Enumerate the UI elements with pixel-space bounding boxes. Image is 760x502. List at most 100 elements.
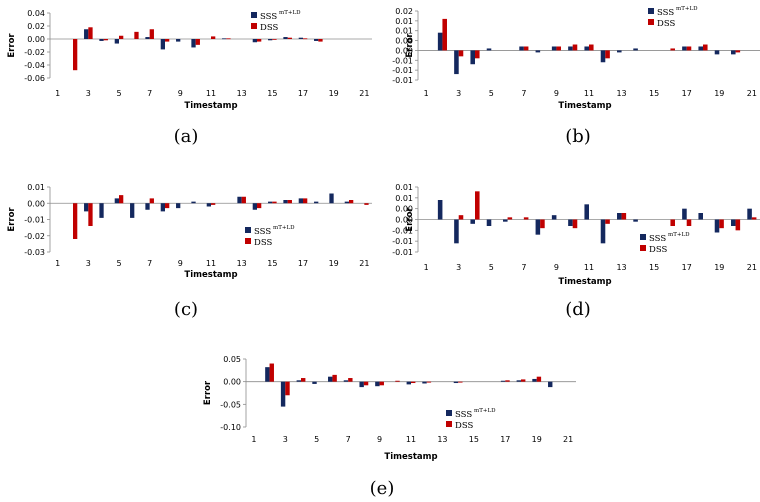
- chart-panel: 0.040.020.00-0.02-0.04-0.061 3 5 7 9 11 13 15 17…: [7, 9, 372, 147]
- x-tick-label: 17: [682, 89, 692, 98]
- bar-dss: [303, 198, 308, 204]
- chart-panel: 0.010.010.000.00-0.01-0.01-0.011 3 5 7 9 11 13…: [392, 183, 760, 320]
- bar-dss: [73, 203, 78, 239]
- bar-sss: [160, 39, 165, 50]
- bar-dss: [751, 217, 757, 220]
- bar-sss: [84, 29, 89, 39]
- bar-dss: [211, 36, 216, 39]
- x-tick-label: 5: [489, 263, 494, 272]
- x-tick-label: 19: [532, 435, 542, 444]
- bar-sss: [532, 378, 537, 382]
- bar-sss: [222, 38, 227, 40]
- x-tick-label: 11: [584, 263, 594, 272]
- x-tick-label: 9: [178, 259, 183, 268]
- y-tick-label: 0.00: [395, 37, 413, 46]
- y-tick-label: -0.01: [392, 66, 413, 75]
- legend-label-dss: DSS: [260, 23, 278, 33]
- bar-sss: [519, 46, 524, 51]
- bar-dss: [703, 44, 708, 51]
- bar-sss: [283, 37, 288, 39]
- x-tick-label: 5: [116, 89, 121, 98]
- y-tick-label: -0.01: [24, 216, 45, 225]
- bar-sss: [99, 39, 104, 41]
- bar-sss: [191, 39, 196, 48]
- legend-swatch-sss: [640, 234, 646, 240]
- x-tick-label: 15: [649, 89, 659, 98]
- y-tick-label: 0.00: [395, 216, 413, 225]
- bar-sss: [682, 46, 687, 51]
- bar-sss: [470, 50, 475, 65]
- bar-sss: [568, 219, 573, 226]
- bar-sss: [206, 203, 211, 207]
- x-tick-label: 21: [747, 89, 757, 98]
- bar-sss: [516, 380, 521, 382]
- bar-dss: [257, 203, 262, 209]
- bar-dss: [119, 195, 124, 204]
- x-tick-label: 3: [86, 259, 91, 268]
- bar-sss: [130, 203, 135, 218]
- x-tick-label: 1: [424, 89, 429, 98]
- y-axis-title: Error: [405, 33, 415, 58]
- bar-sss: [633, 48, 638, 51]
- legend-swatch-dss: [648, 19, 654, 25]
- x-tick-label: 21: [563, 435, 573, 444]
- legend-label-sss: SSS: [260, 12, 277, 22]
- x-tick-label: 11: [406, 435, 416, 444]
- bar-sss: [731, 219, 736, 226]
- x-tick-label: 7: [521, 89, 526, 98]
- y-tick-label: 0.01: [395, 27, 413, 36]
- bar-sss: [314, 39, 319, 41]
- bar-sss: [617, 213, 622, 220]
- x-axis-title: Timestamp: [184, 101, 237, 111]
- chart-panel: 0.010.00-0.01-0.02-0.031 3 5 7 9 11 13 15 17 19 21…: [7, 183, 372, 320]
- bar-dss: [301, 378, 306, 382]
- bar-dss: [287, 200, 292, 204]
- x-tick-label: 21: [359, 259, 369, 268]
- x-tick-label: 15: [267, 259, 277, 268]
- bar-sss: [548, 381, 553, 388]
- bar-dss: [119, 35, 124, 39]
- bar-sss: [329, 193, 334, 204]
- bar-sss: [470, 219, 475, 224]
- legend-label-dss: DSS: [254, 238, 272, 248]
- bar-dss: [411, 381, 416, 384]
- bar-dss: [211, 203, 216, 205]
- bar-dss: [458, 381, 463, 383]
- bar-sss: [486, 48, 492, 51]
- y-tick-label: 0.02: [395, 7, 413, 16]
- x-tick-label: 7: [521, 263, 526, 272]
- x-tick-label: 19: [329, 259, 339, 268]
- bar-dss: [88, 27, 93, 39]
- bar-sss: [568, 46, 573, 51]
- legend-label-sss-superscript: mT+LD: [273, 225, 295, 231]
- x-tick-label: 15: [267, 89, 277, 98]
- bar-dss: [686, 219, 692, 226]
- bar-dss: [686, 46, 692, 51]
- bar-dss: [670, 48, 675, 51]
- bar-dss: [505, 380, 510, 382]
- x-tick-label: 3: [456, 263, 461, 272]
- bar-dss: [621, 213, 627, 220]
- bar-sss: [312, 381, 317, 384]
- bar-dss: [287, 37, 292, 39]
- legend-swatch-dss: [251, 23, 257, 29]
- legend-swatch-sss: [245, 227, 251, 233]
- y-axis-title: Error: [405, 207, 415, 232]
- bar-sss: [437, 32, 443, 51]
- legend-label-sss-superscript: mT+LD: [668, 232, 690, 238]
- x-tick-label: 3: [86, 89, 91, 98]
- x-tick-label: 15: [649, 263, 659, 272]
- y-tick-label: 0.00: [395, 46, 413, 55]
- bar-sss: [145, 37, 150, 39]
- bar-sss: [731, 50, 736, 55]
- bar-dss: [458, 50, 464, 57]
- bar-dss: [348, 378, 353, 382]
- bar-sss: [268, 201, 273, 204]
- y-tick-label: 0.01: [395, 17, 413, 26]
- x-tick-label: 21: [747, 263, 757, 272]
- y-tick-label: 0.05: [223, 355, 241, 364]
- legend: SSS mT+LD DSS: [245, 225, 295, 248]
- y-axis-title: Error: [7, 207, 17, 232]
- bar-sss: [114, 198, 119, 204]
- bar-dss: [349, 200, 354, 204]
